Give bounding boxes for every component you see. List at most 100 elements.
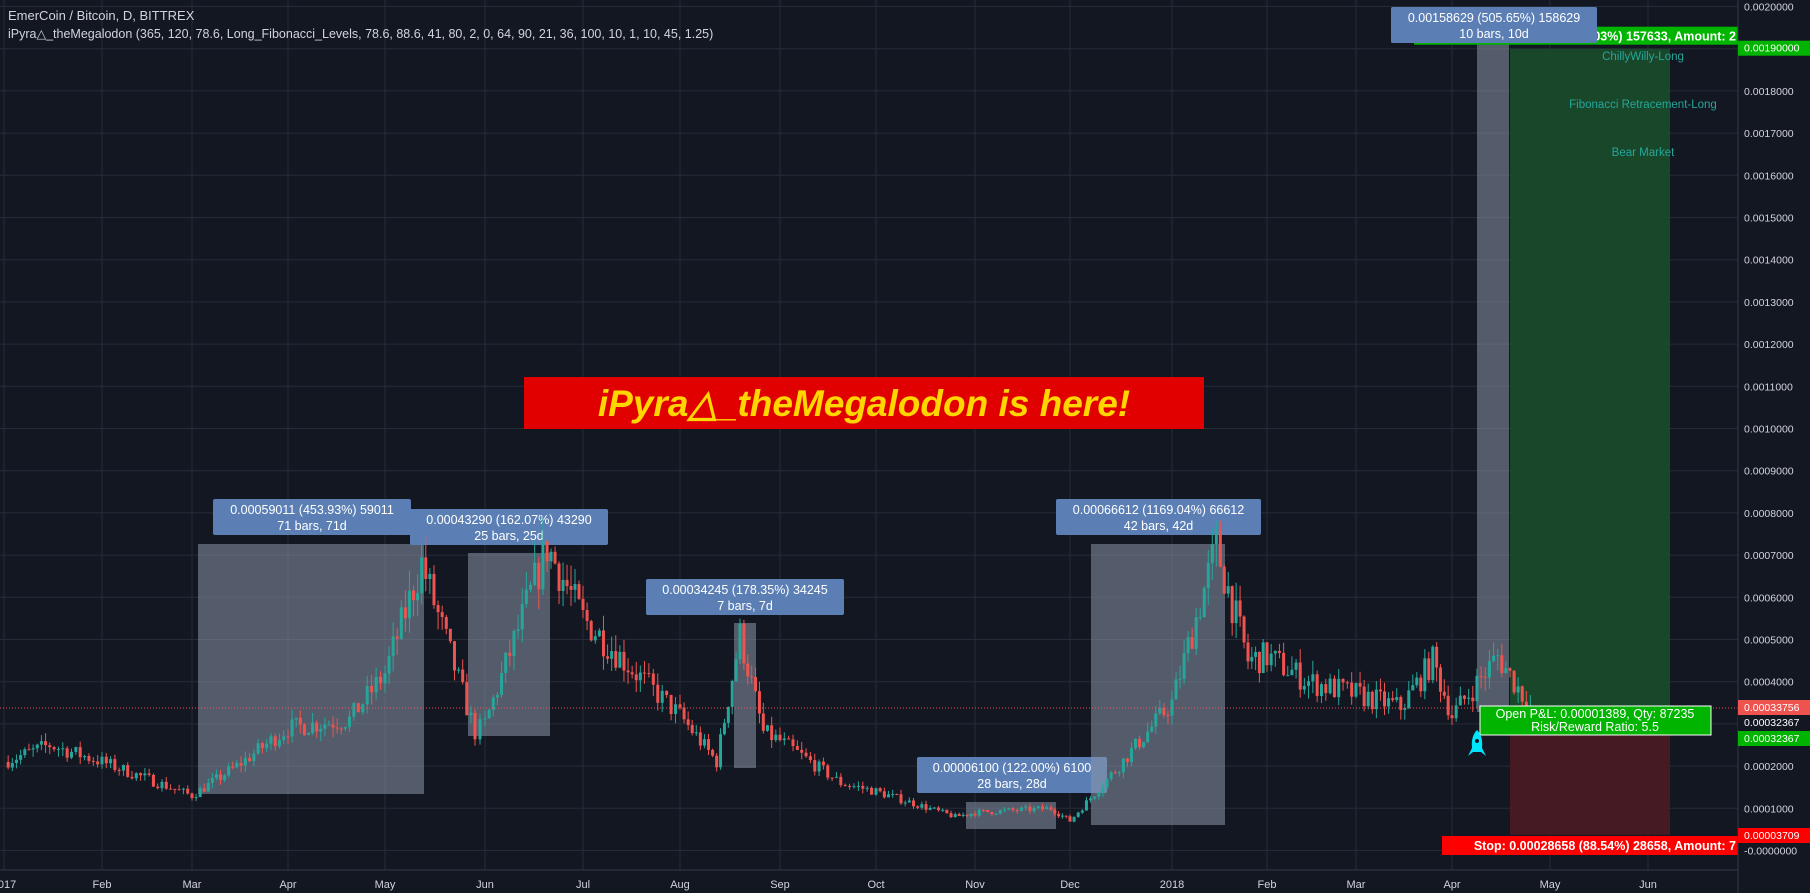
candle-body: [651, 673, 655, 685]
pnl-box[interactable]: [1479, 705, 1712, 736]
candle-body: [730, 680, 734, 707]
candle-body: [865, 787, 869, 789]
candle-body: [487, 709, 491, 719]
candle-body: [256, 743, 260, 754]
candle-body: [91, 760, 95, 762]
candle-body: [1435, 646, 1439, 668]
measure-label-bars: 42 bars, 42d: [1124, 519, 1194, 533]
candle-body: [642, 672, 646, 674]
candle-body: [1512, 670, 1516, 693]
price-tag-label: 0.00190000: [1744, 43, 1800, 55]
candle-body: [698, 732, 702, 746]
candle-body: [630, 672, 634, 675]
candle-body: [1194, 617, 1198, 649]
candle-body: [795, 746, 799, 750]
candle-body: [361, 704, 365, 713]
rocket-fins: [1468, 746, 1486, 756]
candle-body: [508, 652, 512, 656]
candle-body: [1068, 816, 1072, 822]
candle-body: [177, 789, 181, 791]
candle-body: [1431, 646, 1435, 681]
candle-body: [1109, 772, 1113, 779]
candle-body: [31, 748, 35, 750]
candle-body: [1438, 667, 1442, 692]
candle-body: [1458, 695, 1462, 706]
candle-body: [949, 813, 953, 818]
candle-body: [1391, 698, 1395, 700]
candle-body: [491, 697, 495, 710]
candle-body: [937, 807, 941, 811]
candle-body: [690, 725, 694, 734]
candle-body: [420, 557, 424, 594]
price-tick-label: 0.0007000: [1744, 550, 1794, 562]
candle-body: [1273, 650, 1277, 654]
candle-body: [1093, 796, 1097, 799]
candle-body: [994, 813, 998, 815]
candle-body: [1142, 741, 1146, 748]
candle-body: [315, 722, 319, 732]
price-tick-label: 0.0017000: [1744, 128, 1794, 140]
candle-body: [1170, 699, 1174, 716]
candle-body: [1504, 668, 1508, 673]
measure-label-bg: [917, 757, 1107, 793]
price-axis[interactable]: -0.00000000.00010000.00020000.00030000.0…: [1737, 0, 1810, 893]
candle-body: [1238, 600, 1242, 617]
candle-body: [1475, 675, 1479, 702]
candle-body: [1483, 676, 1487, 678]
measure-box: [468, 553, 550, 736]
candle-body: [1362, 686, 1366, 707]
time-tick-label: Sep: [770, 879, 790, 891]
candle-body: [231, 766, 235, 768]
candle-body: [895, 793, 899, 795]
candle-body: [1105, 778, 1109, 788]
price-tick-label: 0.0002000: [1744, 761, 1794, 773]
candle-body: [961, 814, 965, 817]
price-tick-label: 0.0016000: [1744, 170, 1794, 182]
candle-body: [1277, 650, 1281, 653]
candle-body: [469, 712, 473, 716]
candle-body: [1442, 691, 1446, 696]
time-axis[interactable]: 2017 Feb Mar Apr May Jun Jul Aug Sep Oct Nov Dec 201…: [0, 869, 1738, 891]
candle-body: [1089, 798, 1093, 801]
time-tick-label: Apr: [1443, 879, 1460, 891]
measure-label-value: 0.00043290 (162.07%) 43290: [426, 513, 591, 527]
candle-body: [800, 749, 804, 753]
time-tick-label: Mar: [1347, 879, 1366, 891]
candle-body: [1072, 816, 1076, 822]
candle-body: [151, 774, 155, 787]
price-tick-label: 0.0001000: [1744, 803, 1794, 815]
candle-body: [10, 763, 14, 768]
candle-body: [1337, 679, 1341, 698]
candle-body: [343, 727, 347, 729]
indicator-legend[interactable]: iPyra△_theMegalodon (365, 120, 78.6, Lon…: [8, 27, 714, 41]
candle-body: [1399, 697, 1403, 710]
candle-body: [248, 757, 252, 762]
candle-body: [1269, 653, 1273, 666]
candle-body: [465, 682, 469, 716]
candle-body: [1242, 616, 1246, 643]
candle-body: [100, 756, 104, 765]
candle-body: [130, 776, 134, 779]
price-tag-bg: [1738, 828, 1810, 843]
candle-body: [1210, 544, 1214, 564]
price-tick-label: 0.0014000: [1744, 255, 1794, 267]
candle-body: [74, 747, 78, 752]
price-tick-label: 0.0010000: [1744, 424, 1794, 436]
measure-label-value: 0.00059011 (453.93%) 59011: [230, 503, 394, 517]
time-tick-label: 2018: [1160, 879, 1184, 891]
candle-body: [715, 755, 719, 768]
measure-box: [966, 802, 1056, 829]
candle-body: [428, 573, 432, 580]
candle-body: [1387, 698, 1391, 707]
candle-body: [1403, 707, 1407, 710]
candle-body: [339, 728, 343, 730]
candle-body: [500, 673, 504, 695]
candle-body: [1319, 684, 1323, 696]
candle-body: [495, 694, 499, 698]
candle-body: [870, 787, 874, 795]
candle-body: [734, 659, 738, 681]
candle-body: [14, 759, 18, 764]
candle-body: [19, 755, 23, 760]
candle-body: [210, 778, 214, 783]
